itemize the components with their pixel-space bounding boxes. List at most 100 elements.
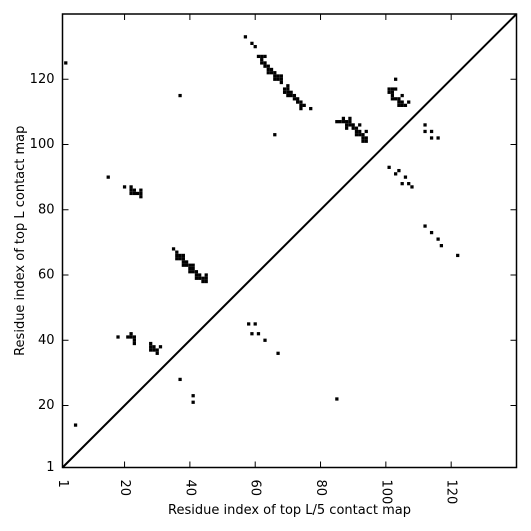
contact-point bbox=[178, 377, 182, 382]
contact-point bbox=[361, 133, 365, 137]
contact-point bbox=[191, 394, 195, 398]
contact-point bbox=[132, 191, 136, 196]
contact-point bbox=[273, 133, 277, 137]
x-tick-label: 20 bbox=[117, 480, 132, 497]
x-axis-title: Residue index of top L/5 contact map bbox=[168, 503, 411, 518]
contact-point bbox=[439, 244, 444, 248]
contact-point bbox=[152, 345, 156, 349]
contact-point bbox=[194, 270, 199, 274]
contact-point bbox=[155, 348, 159, 352]
contact-point bbox=[335, 397, 339, 401]
plot-frame bbox=[61, 13, 518, 469]
contact-point bbox=[296, 97, 300, 101]
contact-point bbox=[338, 120, 342, 124]
contact-point bbox=[394, 172, 398, 176]
contact-point bbox=[263, 64, 267, 68]
contact-point bbox=[407, 182, 411, 186]
contact-point bbox=[299, 103, 303, 107]
contact-point bbox=[407, 100, 411, 104]
contact-point bbox=[263, 338, 267, 342]
contact-point bbox=[194, 273, 199, 277]
contact-point bbox=[201, 276, 205, 280]
contact-point bbox=[354, 129, 359, 134]
contact-point bbox=[361, 136, 365, 140]
contact-point bbox=[106, 175, 110, 179]
contact-point bbox=[390, 87, 395, 91]
contact-point bbox=[253, 322, 257, 326]
contact-point bbox=[403, 103, 408, 107]
x-tick-label: 60 bbox=[248, 480, 263, 497]
contact-point bbox=[397, 103, 401, 107]
contact-point bbox=[175, 257, 179, 261]
contact-point bbox=[394, 97, 398, 101]
contact-point bbox=[188, 270, 192, 274]
contact-point bbox=[341, 120, 346, 124]
contact-point bbox=[403, 175, 408, 179]
x-tick-label: 40 bbox=[182, 480, 197, 497]
contact-point bbox=[184, 263, 189, 267]
contact-point bbox=[286, 90, 290, 94]
contact-point bbox=[390, 90, 395, 94]
y-tick-label: 20 bbox=[38, 398, 55, 413]
contact-point bbox=[129, 188, 133, 192]
x-tick-label: 80 bbox=[313, 480, 328, 497]
contact-point bbox=[390, 93, 395, 98]
contact-point bbox=[276, 351, 280, 355]
contact-point bbox=[204, 276, 208, 280]
contact-point bbox=[286, 93, 290, 98]
contact-point bbox=[129, 185, 133, 189]
contact-point bbox=[266, 71, 270, 75]
contact-point bbox=[126, 335, 130, 339]
contact-point bbox=[358, 123, 362, 127]
contact-point bbox=[279, 77, 283, 81]
contact-point bbox=[397, 97, 401, 101]
contact-point bbox=[158, 345, 163, 349]
y-tick-label: 120 bbox=[30, 72, 55, 87]
contact-point bbox=[282, 87, 287, 91]
contact-point bbox=[400, 103, 404, 107]
contact-point bbox=[309, 106, 313, 111]
contact-point bbox=[181, 263, 185, 267]
contact-point bbox=[299, 106, 303, 111]
contact-point bbox=[175, 253, 179, 258]
contact-point bbox=[276, 77, 280, 81]
y-axis-title: Residue index of top L contact map bbox=[13, 126, 28, 356]
contact-point bbox=[152, 348, 156, 352]
contact-point bbox=[394, 87, 398, 91]
contact-point bbox=[256, 332, 261, 336]
contact-point bbox=[289, 93, 293, 98]
contact-point bbox=[397, 168, 401, 173]
contact-point bbox=[436, 237, 440, 241]
contact-point bbox=[132, 335, 136, 339]
contact-point bbox=[351, 126, 355, 130]
contact-point bbox=[73, 423, 78, 427]
contact-point bbox=[129, 191, 133, 196]
contact-point bbox=[149, 345, 153, 349]
contact-point bbox=[178, 253, 182, 258]
contact-point bbox=[345, 120, 349, 124]
contact-point bbox=[178, 257, 182, 261]
x-tick-label: 1 bbox=[55, 480, 70, 488]
contact-point bbox=[423, 129, 427, 134]
contact-point bbox=[260, 61, 264, 65]
contact-point bbox=[364, 129, 368, 134]
contact-point bbox=[188, 263, 192, 267]
contact-point bbox=[410, 185, 414, 189]
contact-point bbox=[286, 84, 290, 88]
contact-point bbox=[292, 97, 297, 101]
contact-point bbox=[181, 257, 185, 261]
contact-point bbox=[191, 400, 195, 404]
contact-point bbox=[345, 126, 349, 130]
x-tick-label: 100 bbox=[378, 480, 393, 505]
contact-point bbox=[181, 253, 185, 258]
contact-point bbox=[358, 129, 362, 134]
contact-point bbox=[256, 54, 261, 59]
contact-point bbox=[456, 253, 460, 258]
contact-point bbox=[289, 90, 293, 94]
contact-point bbox=[260, 54, 264, 59]
contact-point bbox=[188, 266, 192, 271]
contact-point bbox=[423, 123, 427, 127]
contact-point bbox=[129, 335, 133, 339]
contact-point bbox=[348, 123, 352, 127]
